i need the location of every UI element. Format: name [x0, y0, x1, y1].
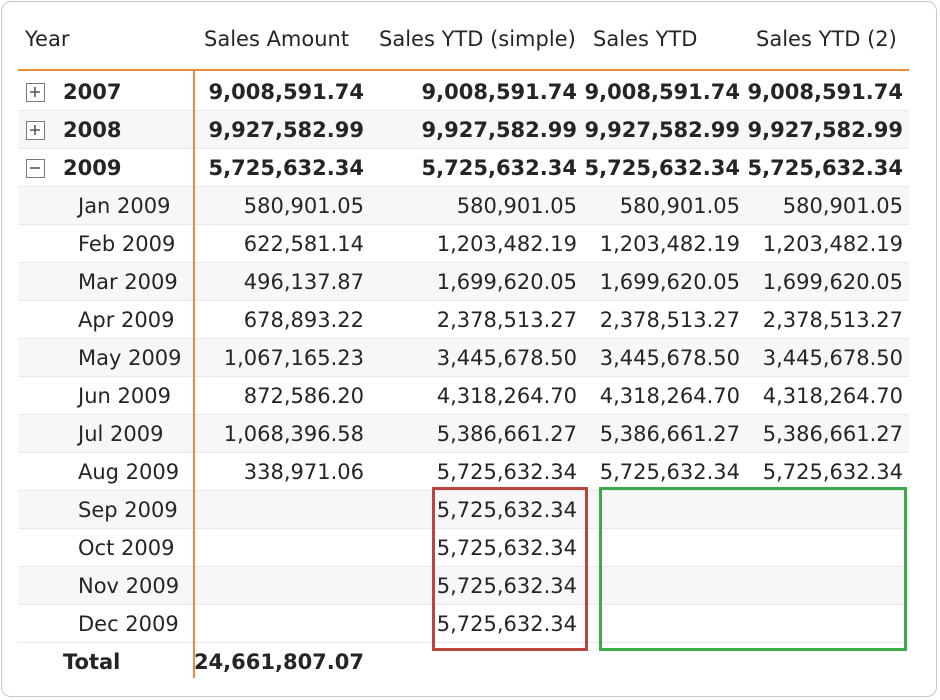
- ytd-simple-cell: 5,725,632.34: [436, 498, 577, 522]
- ytd-2-cell: 5,725,632.34: [762, 460, 903, 484]
- expand-icon[interactable]: [26, 121, 45, 140]
- month-label: Jul 2009: [78, 422, 164, 446]
- ytd-2-cell: 3,445,678.50: [762, 346, 903, 370]
- month-row[interactable]: Oct 2009 5,725,632.34: [18, 529, 909, 567]
- year-label: 2007: [63, 80, 122, 104]
- sales-amount-cell: 338,971.06: [243, 460, 364, 484]
- header-sales-ytd-simple[interactable]: Sales YTD (simple): [379, 27, 576, 51]
- ytd-2-cell: 1,203,482.19: [762, 232, 903, 256]
- ytd-simple-cell: 5,725,632.34: [421, 156, 577, 180]
- ytd-simple-cell: 4,318,264.70: [436, 384, 577, 408]
- year-row-2009[interactable]: 2009 5,725,632.34 5,725,632.34 5,725,632…: [18, 149, 909, 187]
- sales-amount-cell: 5,725,632.34: [208, 156, 364, 180]
- year-label: 2008: [63, 118, 122, 142]
- sales-amount-cell: 9,927,582.99: [208, 118, 364, 142]
- ytd-cell: 5,386,661.27: [599, 422, 740, 446]
- ytd-cell: 1,203,482.19: [599, 232, 740, 256]
- ytd-simple-cell: 5,386,661.27: [436, 422, 577, 446]
- header-sales-ytd[interactable]: Sales YTD: [593, 27, 698, 51]
- expand-icon[interactable]: [26, 83, 45, 102]
- ytd-cell: 5,725,632.34: [599, 460, 740, 484]
- total-row: Total 24,661,807.07: [18, 643, 909, 681]
- highlight-box-green: [599, 487, 907, 651]
- ytd-cell: 2,378,513.27: [599, 308, 740, 332]
- month-row[interactable]: Jan 2009 580,901.05 580,901.05 580,901.0…: [18, 187, 909, 225]
- month-label: Aug 2009: [78, 460, 180, 484]
- ytd-2-cell: 9,927,582.99: [747, 118, 903, 142]
- ytd-2-cell: 4,318,264.70: [762, 384, 903, 408]
- month-row[interactable]: Dec 2009 5,725,632.34: [18, 605, 909, 643]
- year-row-2007[interactable]: 2007 9,008,591.74 9,008,591.74 9,008,591…: [18, 73, 909, 111]
- sales-amount-cell: 9,008,591.74: [208, 80, 364, 104]
- month-label: Jun 2009: [78, 384, 171, 408]
- year-row-2008[interactable]: 2008 9,927,582.99 9,927,582.99 9,927,582…: [18, 111, 909, 149]
- header-year[interactable]: Year: [25, 27, 70, 51]
- month-label: Dec 2009: [78, 612, 179, 636]
- month-row[interactable]: Nov 2009 5,725,632.34: [18, 567, 909, 605]
- month-label: Mar 2009: [78, 270, 178, 294]
- month-label: Nov 2009: [78, 574, 180, 598]
- month-row[interactable]: May 2009 1,067,165.23 3,445,678.50 3,445…: [18, 339, 909, 377]
- month-row[interactable]: Jun 2009 872,586.20 4,318,264.70 4,318,2…: [18, 377, 909, 415]
- sales-amount-cell: 496,137.87: [243, 270, 364, 294]
- month-label: Oct 2009: [78, 536, 175, 560]
- ytd-simple-cell: 9,008,591.74: [421, 80, 577, 104]
- ytd-simple-cell: 5,725,632.34: [436, 460, 577, 484]
- ytd-cell: 9,008,591.74: [584, 80, 740, 104]
- ytd-simple-cell: 3,445,678.50: [436, 346, 577, 370]
- ytd-simple-cell: 2,378,513.27: [436, 308, 577, 332]
- ytd-cell: 4,318,264.70: [599, 384, 740, 408]
- ytd-cell: 5,725,632.34: [584, 156, 740, 180]
- ytd-simple-cell: 580,901.05: [456, 194, 577, 218]
- ytd-simple-cell: 9,927,582.99: [421, 118, 577, 142]
- month-row[interactable]: Sep 2009 5,725,632.34: [18, 491, 909, 529]
- sales-amount-cell: 872,586.20: [243, 384, 364, 408]
- sales-amount-cell: 1,067,165.23: [223, 346, 364, 370]
- month-label: May 2009: [78, 346, 182, 370]
- row-header-divider: [193, 71, 195, 678]
- sales-amount-cell: 580,901.05: [243, 194, 364, 218]
- ytd-2-cell: 580,901.05: [782, 194, 903, 218]
- collapse-icon[interactable]: [26, 159, 45, 178]
- header-divider: [18, 69, 909, 71]
- ytd-cell: 580,901.05: [619, 194, 740, 218]
- sales-amount-cell: 1,068,396.58: [223, 422, 364, 446]
- ytd-cell: 9,927,582.99: [584, 118, 740, 142]
- month-row[interactable]: Feb 2009 622,581.14 1,203,482.19 1,203,4…: [18, 225, 909, 263]
- month-row[interactable]: Aug 2009 338,971.06 5,725,632.34 5,725,6…: [18, 453, 909, 491]
- month-label: Feb 2009: [78, 232, 176, 256]
- month-label: Jan 2009: [78, 194, 171, 218]
- month-label: Sep 2009: [78, 498, 178, 522]
- ytd-simple-cell: 5,725,632.34: [436, 574, 577, 598]
- ytd-2-cell: 1,699,620.05: [762, 270, 903, 294]
- ytd-simple-cell: 1,699,620.05: [436, 270, 577, 294]
- ytd-cell: 1,699,620.05: [599, 270, 740, 294]
- month-row[interactable]: Mar 2009 496,137.87 1,699,620.05 1,699,6…: [18, 263, 909, 301]
- month-label: Apr 2009: [78, 308, 175, 332]
- sales-amount-cell: 622,581.14: [243, 232, 364, 256]
- ytd-2-cell: 5,725,632.34: [747, 156, 903, 180]
- ytd-simple-cell: 1,203,482.19: [436, 232, 577, 256]
- ytd-simple-cell: 5,725,632.34: [436, 536, 577, 560]
- ytd-simple-cell: 5,725,632.34: [436, 612, 577, 636]
- header-sales-amount[interactable]: Sales Amount: [204, 27, 350, 51]
- ytd-2-cell: 9,008,591.74: [747, 80, 903, 104]
- highlight-box-red: [432, 487, 588, 651]
- year-label: 2009: [63, 156, 122, 180]
- total-label: Total: [63, 650, 121, 674]
- total-sales-amount-cell: 24,661,807.07: [193, 650, 364, 674]
- month-row[interactable]: Jul 2009 1,068,396.58 5,386,661.27 5,386…: [18, 415, 909, 453]
- ytd-2-cell: 5,386,661.27: [762, 422, 903, 446]
- header-sales-ytd-2[interactable]: Sales YTD (2): [756, 27, 897, 51]
- ytd-cell: 3,445,678.50: [599, 346, 740, 370]
- sales-amount-cell: 678,893.22: [243, 308, 364, 332]
- month-row[interactable]: Apr 2009 678,893.22 2,378,513.27 2,378,5…: [18, 301, 909, 339]
- ytd-2-cell: 2,378,513.27: [762, 308, 903, 332]
